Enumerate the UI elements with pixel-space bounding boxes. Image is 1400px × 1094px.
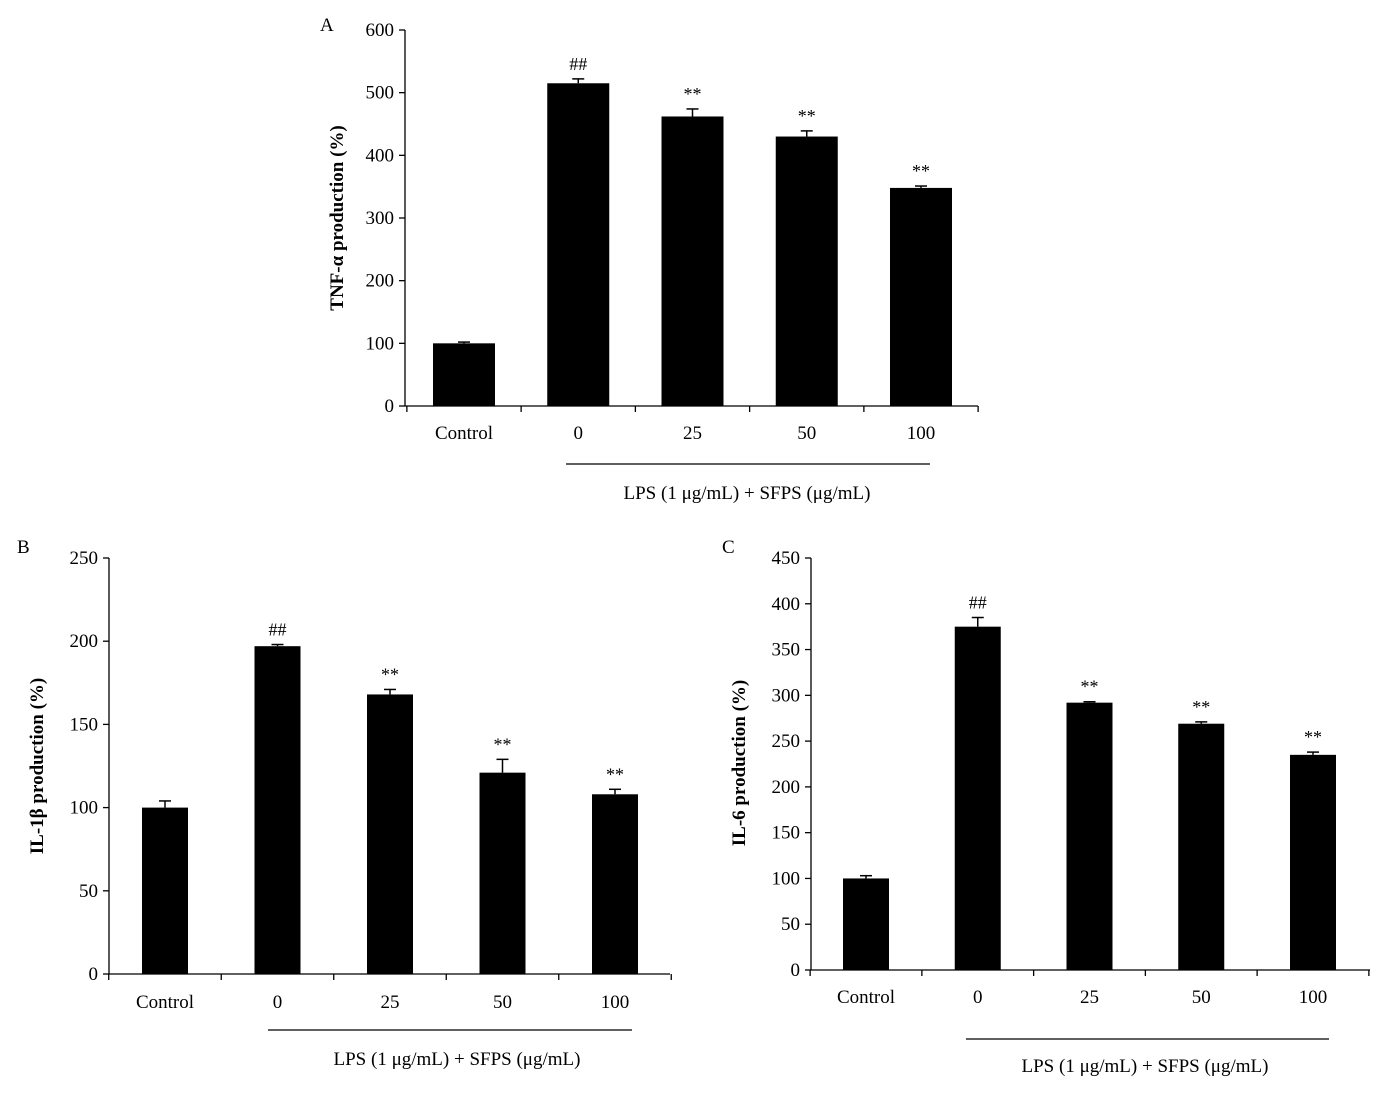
panel-letter-c: C [722, 537, 735, 558]
bar-a-2 [661, 116, 724, 406]
bar-a-0 [433, 343, 495, 406]
bar-a-4 [890, 187, 952, 406]
category-label-b-0: Control [136, 992, 194, 1013]
y-tick-label-c: 400 [772, 594, 801, 615]
bar-c-3 [1178, 723, 1225, 970]
significance-label-c-4: ** [1304, 727, 1322, 747]
category-label-c-1: 0 [973, 987, 983, 1008]
significance-label-b-3: ** [494, 734, 512, 754]
y-axis-title-c: IL-6 production (%) [729, 680, 750, 846]
bar-a-1 [547, 83, 610, 407]
y-tick-label-b: 200 [70, 631, 99, 652]
significance-label-c-3: ** [1192, 697, 1210, 717]
y-tick-label-c: 100 [772, 868, 801, 889]
bar-a-3 [775, 136, 838, 407]
category-label-c-0: Control [837, 987, 895, 1008]
significance-label-a-1: ## [569, 54, 587, 74]
category-label-b-1: 0 [273, 992, 283, 1013]
bar-b-1 [254, 646, 301, 974]
panel-il-6: C IL-6 production (%) LPS (1 μg/mL) + SF… [722, 537, 1370, 1077]
significance-label-a-4: ** [912, 161, 930, 181]
bar-b-4 [592, 794, 638, 974]
significance-label-a-3: ** [798, 106, 816, 126]
panel-letter-b: B [17, 537, 30, 558]
y-tick-label-c: 350 [772, 640, 801, 661]
category-label-a-2: 25 [683, 423, 702, 444]
y-tick-label-b: 150 [70, 714, 99, 735]
significance-label-a-2: ** [684, 84, 702, 104]
y-tick-label-c: 300 [772, 685, 801, 706]
category-label-b-2: 25 [381, 992, 400, 1013]
y-tick-label-c: 50 [781, 914, 800, 935]
group-label-a: LPS (1 μg/mL) + SFPS (μg/mL) [624, 483, 871, 504]
y-tick-label-b: 250 [70, 548, 99, 569]
category-label-a-0: Control [435, 423, 493, 444]
category-label-b-3: 50 [493, 992, 512, 1013]
category-label-c-2: 25 [1080, 987, 1099, 1008]
category-label-c-4: 100 [1299, 987, 1328, 1008]
group-label-b: LPS (1 μg/mL) + SFPS (μg/mL) [334, 1049, 581, 1070]
bar-b-0 [142, 807, 188, 974]
category-label-c-3: 50 [1192, 987, 1211, 1008]
category-label-b-4: 100 [601, 992, 630, 1013]
bar-b-3 [479, 772, 526, 974]
y-tick-label-c: 450 [772, 548, 801, 569]
y-tick-label-a: 600 [366, 20, 395, 41]
significance-label-c-2: ** [1081, 677, 1099, 697]
significance-label-b-2: ** [381, 664, 399, 684]
panel-letter-a: A [320, 15, 334, 36]
y-tick-label-c: 200 [772, 777, 801, 798]
bar-b-2 [367, 694, 413, 974]
significance-label-b-4: ** [606, 764, 624, 784]
y-axis-title-a: TNF-α production (%) [327, 125, 348, 310]
y-tick-label-a: 200 [366, 271, 395, 292]
y-tick-label-a: 500 [366, 83, 395, 104]
y-tick-label-c: 0 [791, 960, 801, 981]
bar-c-2 [1066, 702, 1113, 970]
panel-tnf-alpha: A TNF-α production (%) LPS (1 μg/mL) + S… [320, 15, 979, 504]
bar-c-1 [954, 626, 1001, 970]
y-tick-label-a: 100 [366, 333, 395, 354]
significance-label-b-1: ## [269, 620, 287, 640]
panel-il-1beta: B IL-1β production (%) LPS (1 μg/mL) + S… [17, 537, 672, 1070]
significance-label-c-1: ## [969, 593, 987, 613]
y-tick-label-b: 100 [70, 798, 99, 819]
y-axis-title-b: IL-1β production (%) [27, 678, 48, 854]
bar-c-0 [843, 878, 889, 970]
category-label-a-1: 0 [574, 423, 584, 444]
y-tick-label-c: 150 [772, 823, 801, 844]
y-tick-label-c: 250 [772, 731, 801, 752]
y-tick-label-a: 0 [385, 396, 395, 417]
group-label-c: LPS (1 μg/mL) + SFPS (μg/mL) [1022, 1056, 1269, 1077]
y-tick-label-a: 400 [366, 145, 395, 166]
y-tick-label-b: 0 [89, 964, 99, 985]
category-label-a-4: 100 [907, 423, 936, 444]
category-label-a-3: 50 [797, 423, 816, 444]
bar-c-4 [1290, 754, 1336, 970]
y-tick-label-b: 50 [79, 881, 98, 902]
y-tick-label-a: 300 [366, 208, 395, 229]
